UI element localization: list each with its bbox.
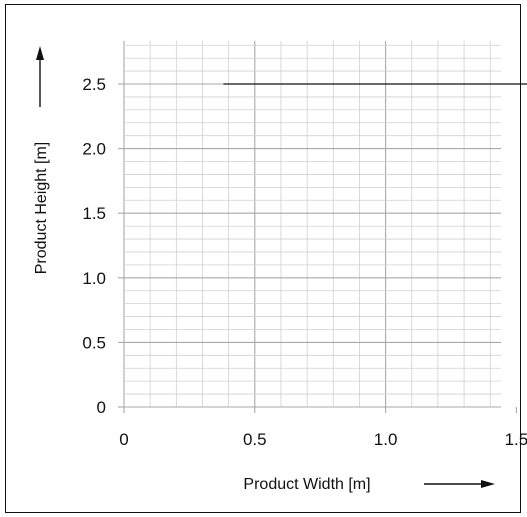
tick-labels: 00.51.01.52.02.500.51.01.52.02.5 — [82, 75, 527, 449]
y-tick-label: 2.0 — [82, 140, 106, 159]
x-tick-label: 1.0 — [374, 430, 398, 449]
chart-frame — [5, 4, 521, 513]
x-tick-label: 0 — [119, 430, 128, 449]
y-tick-label: 1.0 — [82, 269, 106, 288]
x-axis-arrow-head — [481, 480, 495, 488]
axis-arrows — [36, 46, 495, 488]
y-tick-label: 1.5 — [82, 204, 106, 223]
x-tick-label: 1.5 — [505, 430, 527, 449]
y-tick-label: 0.5 — [82, 333, 106, 352]
series — [223, 83, 527, 85]
y-tick-label: 2.5 — [82, 75, 106, 94]
y-axis-title: Product Height [m] — [33, 142, 50, 275]
y-tick-label: 0 — [97, 398, 106, 417]
series-line — [223, 83, 527, 85]
grid — [118, 41, 517, 413]
x-tick-label: 0.5 — [243, 430, 267, 449]
x-axis-title: Product Width [m] — [243, 476, 370, 493]
y-axis-arrow-head — [36, 46, 44, 60]
